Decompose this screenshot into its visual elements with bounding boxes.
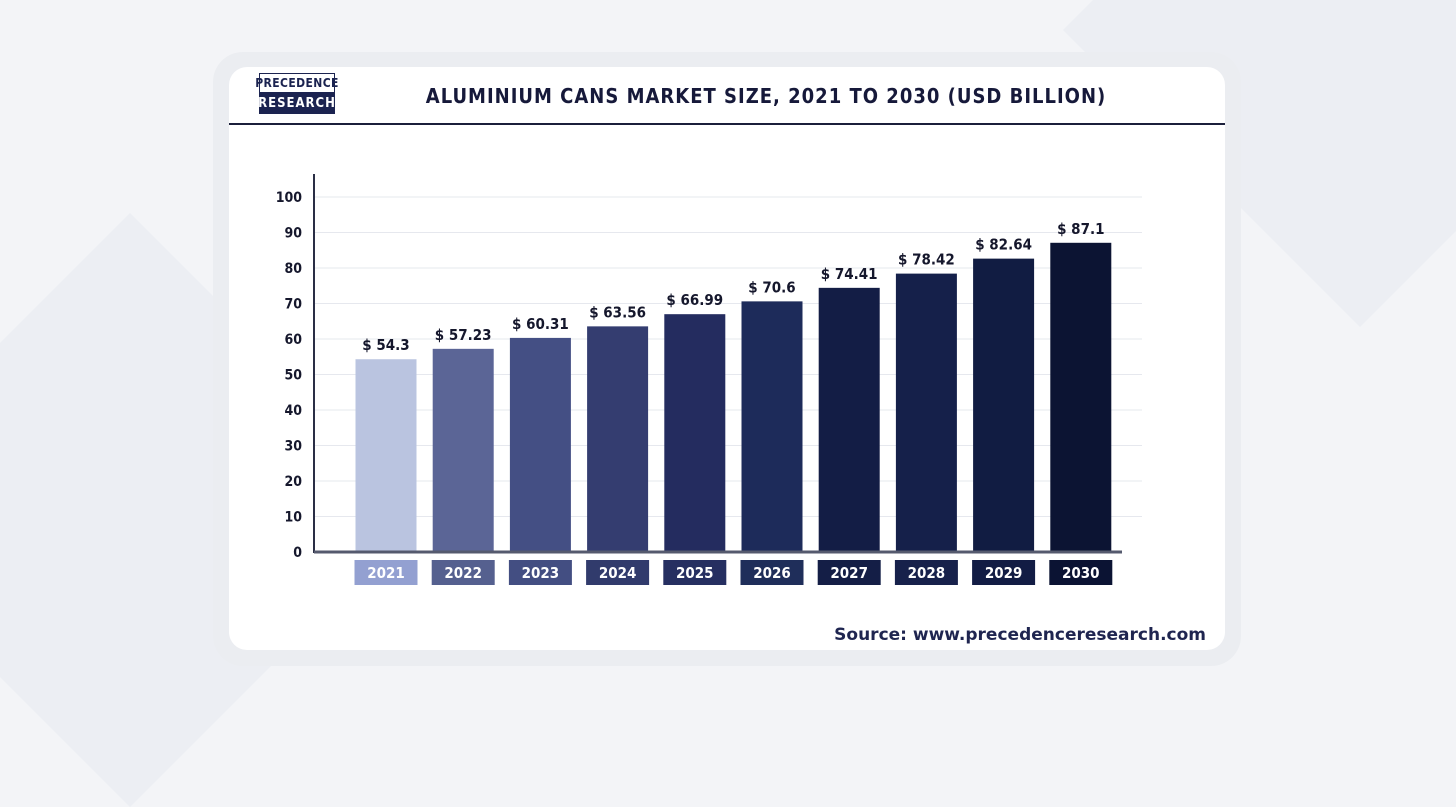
y-tick-label: 100	[276, 190, 303, 206]
x-tick-label: 2027	[830, 564, 868, 582]
data-label: $ 87.1	[1057, 220, 1104, 238]
data-label: $ 78.42	[898, 251, 955, 269]
logo-top-text: PRECEDENCE	[255, 73, 338, 92]
x-label-box	[817, 560, 881, 585]
x-label-box	[508, 560, 572, 585]
x-label-box	[354, 560, 418, 585]
x-tick-label: 2022	[444, 564, 482, 582]
bar	[432, 348, 494, 552]
x-tick-label: 2026	[753, 564, 791, 582]
bar	[664, 314, 726, 552]
y-tick-label: 90	[284, 226, 302, 242]
data-label: $ 54.3	[362, 336, 409, 354]
data-label: $ 70.6	[748, 278, 795, 296]
y-tick-label: 30	[284, 439, 302, 455]
y-tick-label: 10	[284, 510, 302, 526]
x-tick-label: 2024	[599, 564, 637, 582]
bar	[741, 301, 803, 552]
x-tick-label: 2023	[522, 564, 560, 582]
x-tick-label: 2021	[367, 564, 405, 582]
bar	[973, 258, 1035, 552]
bar	[1050, 242, 1112, 553]
y-tick-label: 70	[284, 297, 302, 313]
x-tick-label: 2025	[676, 564, 714, 582]
source-text: Source: www.precedenceresearch.com	[834, 625, 1206, 645]
data-label: $ 63.56	[589, 303, 646, 321]
data-label: $ 60.31	[512, 315, 569, 333]
y-tick-label: 60	[284, 332, 302, 348]
bar	[355, 359, 417, 552]
x-label-box	[586, 560, 650, 585]
y-tick-label: 20	[284, 474, 302, 490]
precedence-research-logo: PRECEDENCE RESEARCH	[255, 73, 338, 115]
y-tick-label: 50	[284, 368, 302, 384]
x-label-box	[894, 560, 958, 585]
logo-bottom-text: RESEARCH	[258, 92, 335, 114]
x-label-box	[740, 560, 804, 585]
data-label: $ 74.41	[821, 265, 878, 283]
bar	[587, 326, 649, 552]
x-tick-label: 2030	[1062, 564, 1100, 582]
chart-title: ALUMINIUM CANS MARKET SIZE, 2021 TO 2030…	[425, 84, 1107, 108]
title-divider	[229, 123, 1225, 125]
bar	[509, 337, 571, 552]
data-label: $ 82.64	[975, 236, 1032, 254]
bar	[895, 273, 957, 552]
x-label-box	[431, 560, 495, 585]
y-tick-label: 40	[284, 403, 302, 419]
bar	[818, 287, 880, 552]
data-label: $ 66.99	[666, 291, 723, 309]
y-tick-label: 0	[293, 545, 302, 561]
y-tick-label: 80	[284, 261, 302, 277]
x-tick-label: 2028	[908, 564, 946, 582]
data-label: $ 57.23	[435, 326, 492, 344]
x-tick-label: 2029	[985, 564, 1023, 582]
x-label-box	[1049, 560, 1113, 585]
x-label-box	[663, 560, 727, 585]
x-label-box	[972, 560, 1036, 585]
